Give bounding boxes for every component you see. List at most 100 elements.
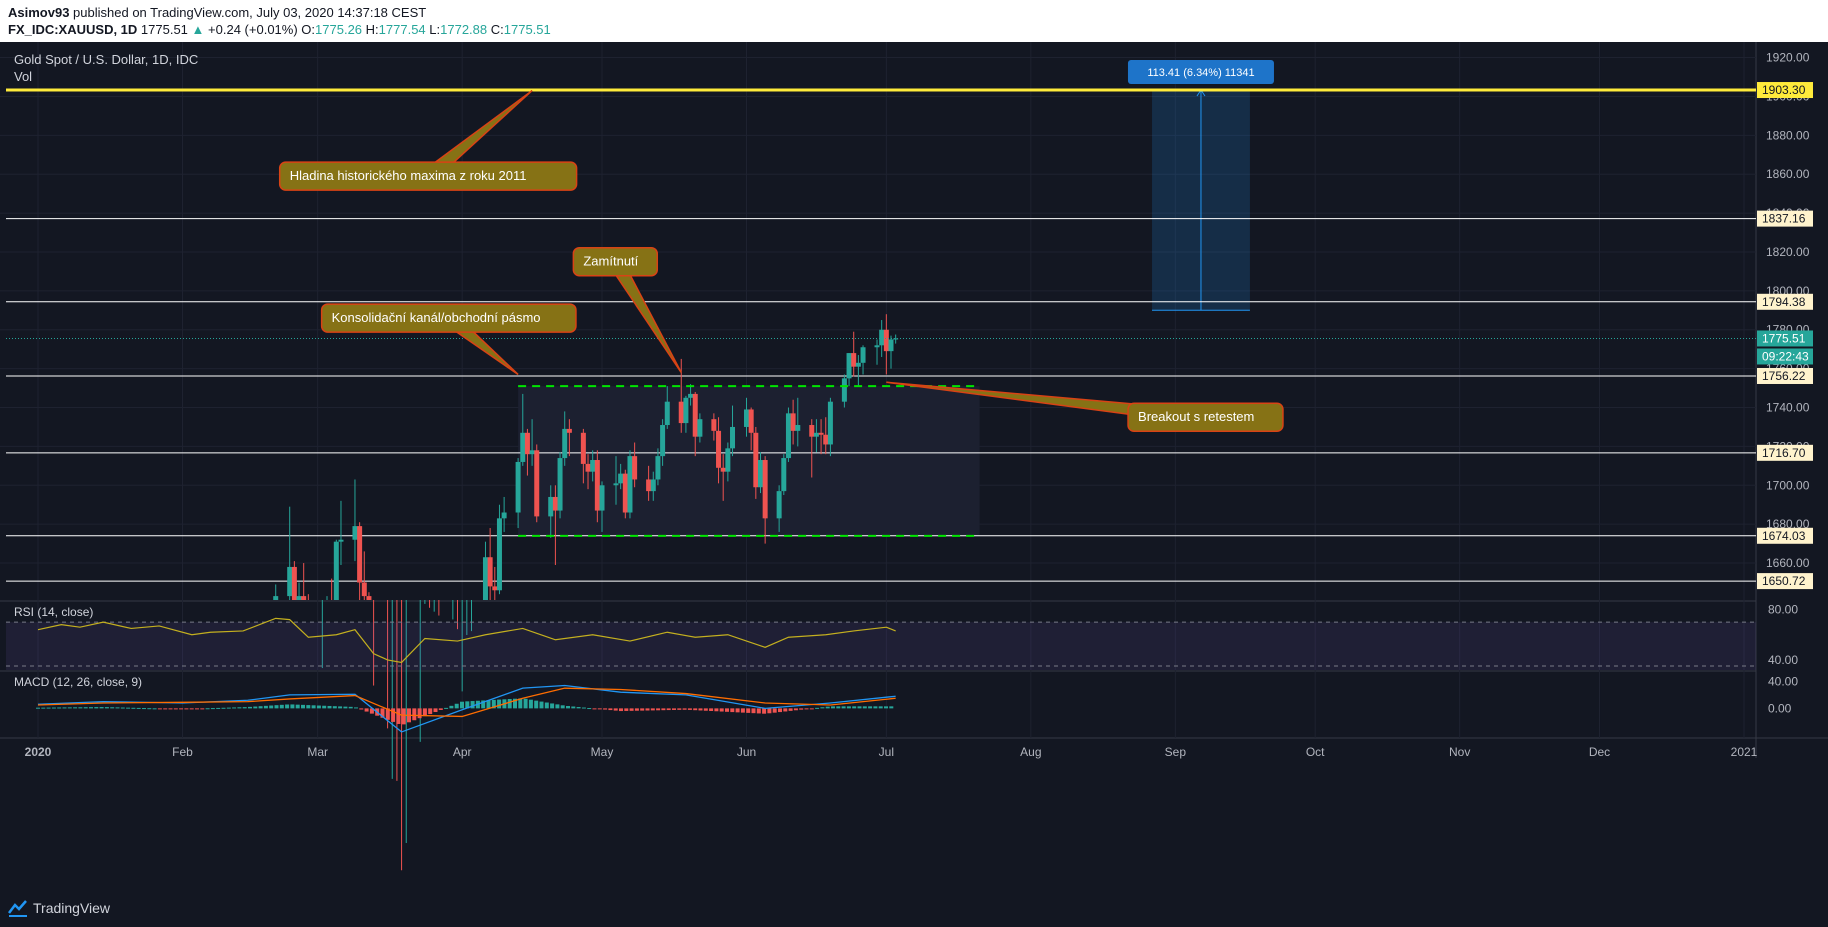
publish-header: Asimov93 published on TradingView.com, J… bbox=[0, 0, 1828, 42]
macd-hist-bar bbox=[444, 707, 449, 709]
macd-hist-bar bbox=[815, 707, 820, 709]
candle bbox=[888, 335, 894, 369]
macd-hist-bar bbox=[778, 708, 782, 713]
close-label: C: bbox=[490, 22, 504, 37]
candle-body bbox=[720, 467, 726, 472]
candle-body bbox=[688, 393, 694, 398]
macd-hist-bar bbox=[428, 708, 433, 715]
macd-hist-bar bbox=[889, 706, 894, 709]
annotation-callout: Breakout s retestem bbox=[886, 381, 1284, 432]
macd-hist-bar bbox=[237, 707, 242, 709]
candle-body bbox=[860, 347, 866, 363]
macd-hist-bar bbox=[454, 703, 459, 709]
macd-hist-bar bbox=[756, 708, 761, 714]
macd-hist-bar bbox=[740, 708, 745, 713]
macd-hist-bar bbox=[438, 708, 443, 710]
level-axis-box bbox=[1757, 527, 1813, 544]
rsi-legend: RSI (14, close) bbox=[14, 605, 93, 619]
low-value: 1772.88 bbox=[440, 22, 488, 37]
candle-body bbox=[692, 393, 698, 437]
candle-body bbox=[823, 434, 829, 445]
candle-body bbox=[683, 397, 689, 424]
candle bbox=[697, 413, 703, 443]
low-label: L: bbox=[429, 22, 441, 37]
macd-hist-bar bbox=[253, 706, 258, 709]
macd-hist-bar bbox=[772, 708, 777, 713]
candle bbox=[618, 463, 624, 490]
macd-hist-bar bbox=[147, 708, 152, 710]
macd-hist-bar bbox=[486, 700, 491, 709]
last-price-axis-label: 1775.51 bbox=[1762, 331, 1806, 345]
candle bbox=[818, 419, 824, 455]
price-tick-label: 1700.00 bbox=[1766, 478, 1810, 492]
macd-hist-bar bbox=[576, 707, 581, 709]
macd-hist-bar bbox=[433, 708, 438, 713]
symbol-ohlc: FX_IDC:XAUUSD, 1D 1775.51 ▲ +0.24 (+0.01… bbox=[8, 22, 551, 37]
level-axis-box bbox=[1757, 210, 1813, 227]
macd-hist-bar bbox=[136, 707, 141, 709]
candle-body bbox=[846, 353, 852, 379]
macd-hist-bar bbox=[78, 707, 83, 709]
candle-body bbox=[599, 485, 605, 511]
candle bbox=[366, 592, 372, 600]
macd-hist-bar bbox=[242, 707, 247, 709]
candle-body bbox=[552, 496, 558, 511]
macd-hist-bar bbox=[507, 698, 512, 709]
candle bbox=[725, 442, 731, 482]
macd-hist-bar bbox=[857, 706, 862, 709]
time-tick-label: Mar bbox=[307, 745, 328, 759]
candle bbox=[711, 413, 717, 441]
candle bbox=[580, 428, 586, 484]
level-axis-label: 1674.03 bbox=[1762, 529, 1806, 543]
macd-hist-bar bbox=[470, 701, 475, 709]
macd-hist-bar bbox=[142, 708, 146, 710]
time-tick-label: Apr bbox=[453, 745, 472, 759]
candle bbox=[650, 471, 656, 501]
publish-info: Asimov93 published on TradingView.com, J… bbox=[8, 5, 426, 20]
macd-hist-bar bbox=[195, 708, 199, 710]
macd-hist-bar bbox=[746, 708, 751, 713]
macd-hist-bar bbox=[560, 705, 565, 709]
annotation-text: Konsolidační kanál/obchodní pásmo bbox=[332, 310, 541, 325]
price-tick-label: 1680.00 bbox=[1766, 517, 1810, 531]
rsi-line bbox=[37, 617, 896, 664]
candle-body bbox=[757, 460, 763, 488]
candle-body bbox=[548, 496, 554, 517]
macd-legend: MACD (12, 26, close, 9) bbox=[14, 675, 142, 689]
macd-hist-bar bbox=[364, 708, 369, 712]
candle-body bbox=[613, 483, 619, 486]
macd-hist-bar bbox=[481, 700, 486, 709]
candle bbox=[655, 448, 661, 486]
macd-hist-bar bbox=[391, 708, 396, 722]
last-price-axis-box bbox=[1757, 330, 1813, 347]
tradingview-logo[interactable]: TradingView bbox=[8, 899, 110, 917]
candle-body bbox=[841, 378, 847, 402]
publisher-name[interactable]: Asimov93 bbox=[8, 5, 70, 20]
candle-body bbox=[618, 473, 624, 484]
macd-hist-bar bbox=[306, 705, 311, 709]
macd-hist-bar bbox=[338, 706, 343, 709]
candle-body bbox=[366, 596, 372, 600]
annotation-box bbox=[320, 303, 577, 333]
macd-hist-bar bbox=[417, 708, 422, 719]
chart-canvas[interactable]: 1660.001680.001700.001720.001740.001760.… bbox=[0, 42, 1828, 893]
candle bbox=[352, 479, 358, 562]
level-axis-box bbox=[1757, 367, 1813, 384]
candle bbox=[594, 450, 600, 523]
candle-body bbox=[273, 596, 279, 600]
macd-hist-bar bbox=[725, 708, 729, 712]
candle bbox=[813, 419, 819, 453]
symbol-name[interactable]: FX_IDC:XAUUSD, 1D bbox=[8, 22, 138, 37]
macd-hist-bar bbox=[862, 706, 867, 709]
macd-hist-bar bbox=[322, 705, 327, 709]
annotation-callout: Zamítnutí bbox=[572, 246, 682, 373]
macd-hist-bar bbox=[46, 707, 51, 709]
macd-hist-bar bbox=[825, 706, 830, 709]
annotation-box bbox=[1127, 402, 1284, 432]
macd-hist-bar bbox=[677, 708, 682, 710]
macd-hist-bar bbox=[804, 708, 809, 710]
candle-body bbox=[594, 460, 600, 511]
macd-hist-bar bbox=[94, 707, 99, 709]
candle bbox=[492, 566, 498, 600]
macd-hist-bar bbox=[316, 705, 321, 709]
